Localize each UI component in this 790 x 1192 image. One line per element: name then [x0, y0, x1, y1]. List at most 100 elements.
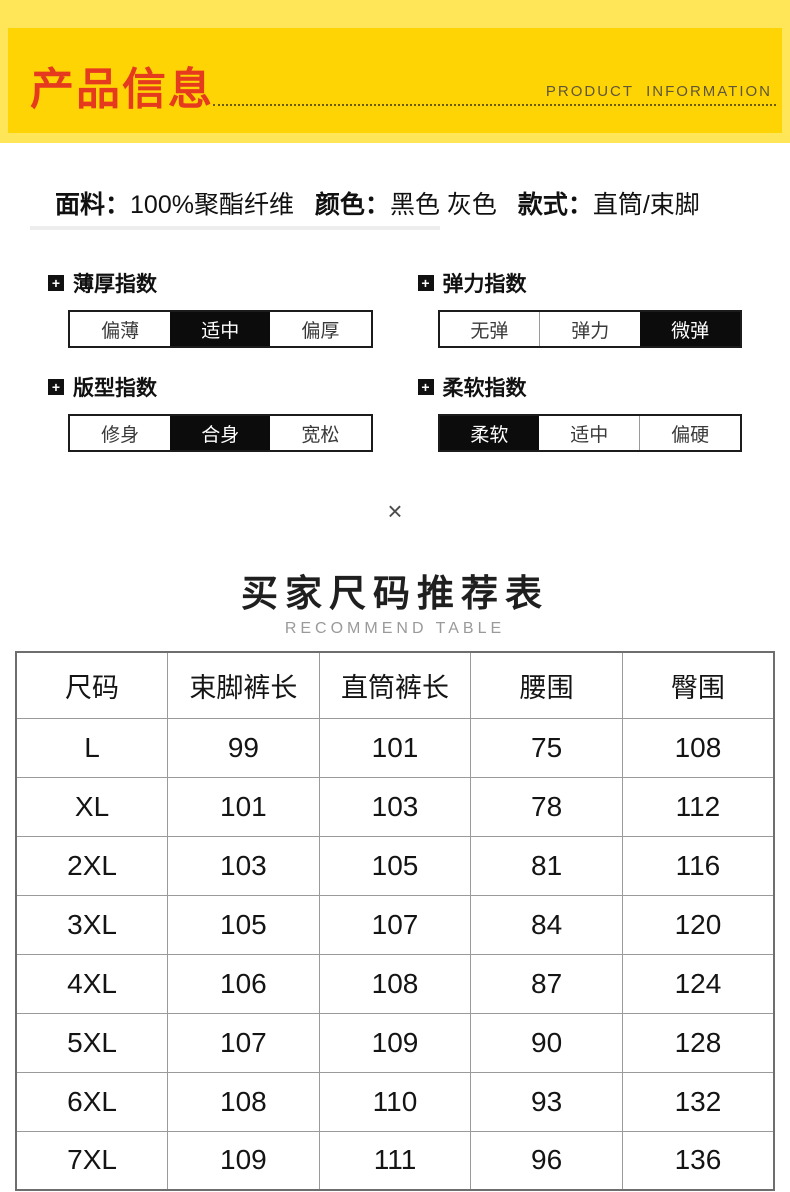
index-block-softness: + 柔软指数 柔软 适中 偏硬 [417, 372, 742, 452]
table-row: 5XL 107 109 90 128 [15, 1012, 775, 1073]
value-cell: 110 [318, 1071, 472, 1132]
index-option: 偏硬 [639, 416, 740, 450]
value-cell: 103 [318, 776, 472, 837]
value-cell: 124 [621, 953, 775, 1014]
table-row: 6XL 108 110 93 132 [15, 1071, 775, 1132]
value-cell: 136 [621, 1130, 775, 1191]
index-block-elasticity: + 弹力指数 无弹 弹力 微弹 [417, 268, 742, 348]
value-cell: 109 [318, 1012, 472, 1073]
size-cell: 6XL [15, 1071, 169, 1132]
plus-square-icon: + [417, 275, 434, 291]
fabric-style-label: 款式： [517, 191, 593, 219]
value-cell: 106 [167, 953, 320, 1014]
index-bar-fit: 修身 合身 宽松 [68, 414, 373, 452]
value-cell: 112 [621, 776, 775, 837]
index-option: 适中 [539, 416, 640, 450]
size-cell: 2XL [15, 835, 169, 896]
index-block-thickness: + 薄厚指数 偏薄 适中 偏厚 [48, 268, 373, 348]
size-table-title: 买家尺码推荐表 [241, 573, 549, 614]
value-cell: 128 [621, 1012, 775, 1073]
index-option-selected: 合身 [170, 416, 271, 450]
index-option-selected: 微弹 [640, 312, 740, 346]
value-cell: 116 [621, 835, 775, 896]
value-cell: 109 [167, 1130, 320, 1191]
value-cell: 93 [470, 1071, 623, 1132]
value-cell: 90 [470, 1012, 623, 1073]
value-cell: 75 [470, 717, 623, 778]
index-option: 偏厚 [270, 312, 371, 346]
index-bar-elasticity: 无弹 弹力 微弹 [437, 310, 742, 348]
value-cell: 108 [167, 1071, 320, 1132]
fabric-material-value: 100%聚酯纤维 [130, 191, 294, 219]
attribute-index-grid: + 薄厚指数 偏薄 适中 偏厚 + 弹力指数 无弹 弹力 微弹 + 版型指数 修… [48, 268, 742, 452]
value-cell: 111 [318, 1130, 472, 1191]
col-header-cuffed-length: 束脚裤长 [167, 651, 320, 719]
size-cell: XL [15, 776, 169, 837]
col-header-size: 尺码 [15, 651, 169, 719]
size-cell: 7XL [15, 1130, 169, 1191]
value-cell: 105 [318, 835, 472, 896]
table-row: 4XL 106 108 87 124 [15, 953, 775, 1014]
index-title-softness: 柔软指数 [442, 377, 527, 400]
value-cell: 99 [167, 717, 320, 778]
index-option: 修身 [70, 416, 171, 450]
table-row: XL 101 103 78 112 [15, 776, 775, 837]
size-table-title-block: 买家尺码推荐表 RECOMMEND TABLE [0, 563, 790, 638]
plus-square-icon: + [48, 379, 64, 395]
index-option: 弹力 [539, 312, 641, 346]
index-bar-softness: 柔软 适中 偏硬 [437, 414, 742, 452]
index-block-fit: + 版型指数 修身 合身 宽松 [48, 372, 373, 452]
index-option-selected: 适中 [170, 312, 271, 346]
table-row: 3XL 105 107 84 120 [15, 894, 775, 955]
index-title-fit: 版型指数 [73, 377, 157, 400]
value-cell: 78 [470, 776, 623, 837]
table-header-row: 尺码 束脚裤长 直筒裤长 腰围 臀围 [15, 651, 775, 719]
value-cell: 108 [318, 953, 472, 1014]
page-subtitle: PRODUCT INFORMATION [545, 83, 772, 100]
plus-square-icon: + [48, 275, 64, 291]
value-cell: 81 [470, 835, 623, 896]
value-cell: 132 [621, 1071, 775, 1132]
size-cell: 3XL [15, 894, 169, 955]
col-header-straight-length: 直筒裤长 [318, 651, 472, 719]
fabric-style-value: 直筒/束脚 [592, 191, 700, 219]
value-cell: 107 [167, 1012, 320, 1073]
value-cell: 103 [167, 835, 320, 896]
size-recommend-table: 尺码 束脚裤长 直筒裤长 腰围 臀围 L 99 101 75 108 XL 10… [15, 651, 775, 1191]
fabric-info-line: 面料：100%聚酯纤维 颜色：黑色 灰色 款式：直筒/束脚 [55, 185, 790, 221]
col-header-hip: 臀围 [621, 651, 775, 719]
index-bar-thickness: 偏薄 适中 偏厚 [68, 310, 373, 348]
value-cell: 105 [167, 894, 320, 955]
value-cell: 101 [318, 717, 472, 778]
header-dotted-divider [213, 104, 776, 106]
index-option: 无弹 [439, 312, 540, 346]
index-option: 偏薄 [70, 312, 171, 346]
multiply-icon: × [387, 496, 403, 526]
page-title: 产品信息 [30, 65, 214, 114]
size-cell: 5XL [15, 1012, 169, 1073]
value-cell: 120 [621, 894, 775, 955]
header-banner: 产品信息 PRODUCT INFORMATION [0, 0, 790, 143]
fabric-color-value: 黑色 灰色 [389, 191, 497, 219]
plus-square-icon: + [417, 379, 434, 395]
value-cell: 107 [318, 894, 472, 955]
fabric-color-label: 颜色： [314, 191, 390, 219]
index-title-thickness: 薄厚指数 [73, 273, 157, 296]
size-cell: L [15, 717, 169, 778]
table-row: 7XL 109 111 96 136 [15, 1130, 775, 1191]
col-header-waist: 腰围 [470, 651, 623, 719]
header-banner-inner: 产品信息 PRODUCT INFORMATION [8, 28, 782, 133]
value-cell: 87 [470, 953, 623, 1014]
value-cell: 101 [167, 776, 320, 837]
size-cell: 4XL [15, 953, 169, 1014]
value-cell: 108 [621, 717, 775, 778]
index-option: 宽松 [270, 416, 371, 450]
size-table-subtitle: RECOMMEND TABLE [284, 620, 506, 637]
fabric-material-label: 面料： [55, 191, 131, 219]
index-title-elasticity: 弹力指数 [442, 273, 527, 296]
index-option-selected: 柔软 [439, 416, 540, 450]
table-row: L 99 101 75 108 [15, 717, 775, 778]
table-row: 2XL 103 105 81 116 [15, 835, 775, 896]
fabric-underline [30, 226, 440, 230]
value-cell: 84 [470, 894, 623, 955]
